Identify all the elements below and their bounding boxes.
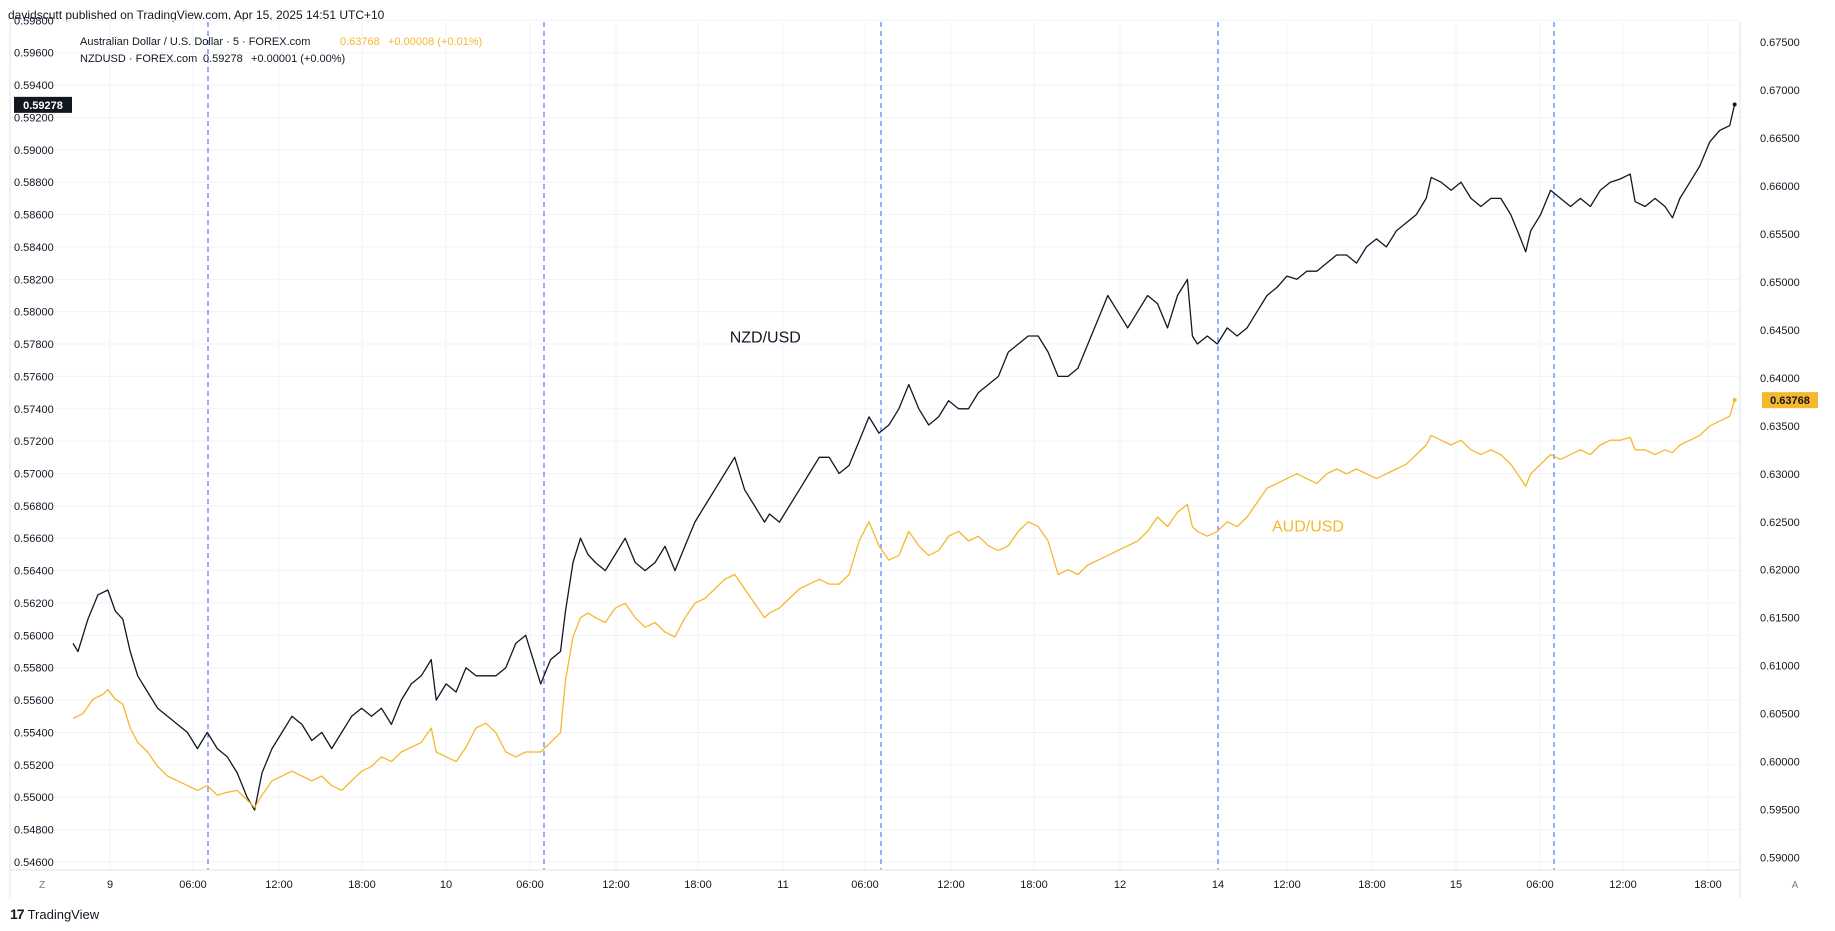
series-line-nzd-usd — [72, 104, 1736, 811]
time-tick-label: 14 — [1212, 879, 1224, 891]
plot-area — [0, 22, 1835, 900]
series-label: AUD/USD — [1272, 518, 1344, 535]
left-tick-label: 0.56000 — [14, 630, 54, 642]
left-price-axis: 0.54600 0.54800 0.55000 0.55200 0.55400 0.556… — [14, 15, 54, 869]
left-tick-label: 0.56400 — [14, 566, 54, 578]
time-tick-label: 06:00 — [1526, 879, 1554, 891]
right-tick-label: 0.61500 — [1760, 613, 1800, 625]
time-tick-label: 06:00 — [851, 879, 879, 891]
series-lines — [72, 102, 1737, 811]
left-tick-label: 0.59600 — [14, 48, 54, 60]
time-tick-label: 18:00 — [1358, 879, 1386, 891]
left-tick-label: 0.55200 — [14, 760, 54, 772]
right-tick-label: 0.59500 — [1760, 805, 1800, 817]
time-tick-label: 12:00 — [1609, 879, 1637, 891]
legend-aud-value: 0.63768 — [340, 36, 380, 48]
time-tick-label: 12:00 — [1273, 879, 1301, 891]
time-tick-label: 18:00 — [1020, 879, 1048, 891]
left-tick-label: 0.56600 — [14, 533, 54, 545]
legend-nzd-title: NZDUSD · FOREX.com — [80, 53, 197, 65]
right-tick-label: 0.60500 — [1760, 709, 1800, 721]
right-tick-label: 0.64500 — [1760, 325, 1800, 337]
right-last-price-label: 0.63768 — [1770, 395, 1810, 407]
legend-nzd-change: +0.00001 (+0.00%) — [251, 53, 345, 65]
left-tick-label: 0.59400 — [14, 80, 54, 92]
time-tick-label: 12:00 — [602, 879, 630, 891]
time-tick-label: 18:00 — [1694, 879, 1722, 891]
left-tick-label: 0.54800 — [14, 825, 54, 837]
left-tick-label: 0.56200 — [14, 598, 54, 610]
right-tick-label: 0.61000 — [1760, 661, 1800, 673]
footer-brand-name: TradingView — [27, 906, 100, 922]
left-tick-label: 0.55800 — [14, 663, 54, 675]
right-tick-label: 0.62500 — [1760, 517, 1800, 529]
left-tick-label: 0.57800 — [14, 339, 54, 351]
right-tick-label: 0.66000 — [1760, 181, 1800, 193]
left-last-price-label: 0.59278 — [23, 100, 63, 112]
right-tick-label: 0.60000 — [1760, 757, 1800, 769]
time-tick-label: 18:00 — [348, 879, 376, 891]
left-tick-label: 0.55400 — [14, 727, 54, 739]
left-tick-label: 0.57400 — [14, 404, 54, 416]
right-tick-label: 0.63500 — [1760, 421, 1800, 433]
left-tick-label: 0.58400 — [14, 242, 54, 254]
time-tick-label: 12:00 — [937, 879, 965, 891]
right-last-price-badge: 0.63768 — [1762, 392, 1818, 409]
right-tick-label: 0.62000 — [1760, 565, 1800, 577]
series-label: NZD/USD — [730, 329, 801, 346]
left-tick-label: 0.57200 — [14, 436, 54, 448]
left-tick-label: 0.59800 — [14, 15, 54, 27]
footer-brand: 17 TradingView — [10, 906, 99, 922]
left-tick-label: 0.57000 — [14, 469, 54, 481]
publisher-header: davidscutt published on TradingView.com,… — [8, 8, 385, 22]
left-tick-label: 0.59200 — [14, 112, 54, 124]
right-tick-label: 0.63000 — [1760, 469, 1800, 481]
right-tick-label: 0.65000 — [1760, 277, 1800, 289]
left-tick-label: 0.59000 — [14, 145, 54, 157]
left-tick-label: 0.58600 — [14, 210, 54, 222]
left-tick-label: 0.58000 — [14, 307, 54, 319]
left-tick-label: 0.57600 — [14, 371, 54, 383]
time-tick-label: 12:00 — [265, 879, 293, 891]
time-tick-label: 11 — [777, 879, 788, 891]
right-tick-label: 0.66500 — [1760, 133, 1800, 145]
series-last-point — [1732, 102, 1737, 107]
left-tick-label: 0.56800 — [14, 501, 54, 513]
time-axis: 9 06:00 12:00 18:00 10 06:00 12:00 18:00 11 06:00… — [107, 879, 1722, 891]
right-price-axis: 0.59000 0.59500 0.60000 0.60500 0.61000 0.615… — [1760, 37, 1800, 864]
right-tick-label: 0.67000 — [1760, 85, 1800, 97]
grid-lines — [10, 19, 1740, 870]
legend: Australian Dollar / U.S. Dollar · 5 · FO… — [80, 36, 482, 65]
time-tick-label: 18:00 — [684, 879, 712, 891]
right-tick-label: 0.65500 — [1760, 229, 1800, 241]
series-last-point — [1732, 397, 1737, 402]
time-tick-label: 10 — [440, 879, 452, 891]
time-tick-label: 15 — [1450, 879, 1462, 891]
time-tick-label: 06:00 — [516, 879, 544, 891]
left-tick-label: 0.54600 — [14, 857, 54, 869]
time-tick-label: 06:00 — [179, 879, 207, 891]
legend-nzd-value: 0.59278 — [203, 53, 243, 65]
time-tick-label: 12 — [1114, 879, 1126, 891]
left-last-price-badge: 0.59278 — [14, 96, 72, 113]
price-chart[interactable]: 0.54600 0.54800 0.55000 0.55200 0.55400 0.556… — [0, 0, 1835, 900]
series-labels: NZD/USD AUD/USD — [730, 329, 1344, 535]
right-tick-label: 0.59000 — [1760, 853, 1800, 865]
series-line-aud-usd — [72, 399, 1736, 809]
right-tick-label: 0.67500 — [1760, 37, 1800, 49]
right-last-price-background — [1762, 392, 1818, 409]
legend-aud-title: Australian Dollar / U.S. Dollar · 5 · FO… — [80, 36, 310, 48]
timezone-corner-label[interactable]: Z — [39, 880, 45, 891]
session-break-lines — [207, 22, 1555, 870]
left-tick-label: 0.55000 — [14, 792, 54, 804]
time-tick-label: 9 — [107, 879, 113, 891]
right-tick-label: 0.64000 — [1760, 373, 1800, 385]
left-tick-label: 0.58800 — [14, 177, 54, 189]
auto-scale-corner-label[interactable]: A — [1792, 880, 1799, 891]
tradingview-logo-icon: 17 — [10, 906, 25, 922]
left-tick-label: 0.58200 — [14, 274, 54, 286]
left-tick-label: 0.55600 — [14, 695, 54, 707]
left-last-price-background — [14, 96, 72, 113]
legend-aud-change: +0.00008 (+0.01%) — [388, 36, 482, 48]
